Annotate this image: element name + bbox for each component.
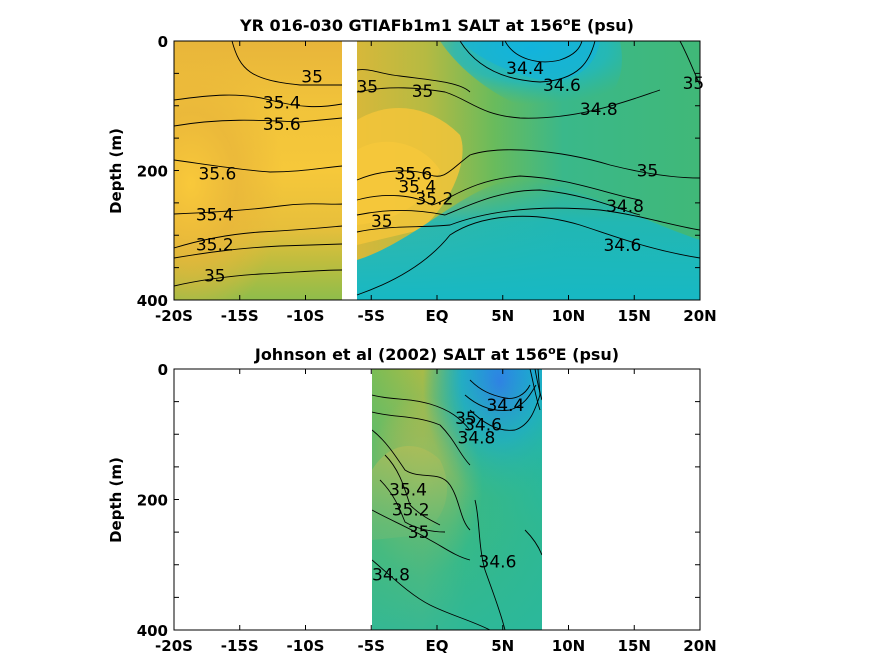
y-tick-label: 200 bbox=[137, 492, 168, 510]
x-tick-label: 5N bbox=[491, 637, 514, 655]
panel-2-field bbox=[372, 369, 542, 630]
contour-label: 35.4 bbox=[263, 94, 301, 114]
contour-label: 35.6 bbox=[394, 165, 432, 185]
panel-1-field bbox=[174, 41, 700, 300]
contour-label: 34.6 bbox=[543, 76, 581, 96]
contour-label: 34.6 bbox=[479, 552, 517, 572]
x-tick-label: 20N bbox=[683, 307, 716, 325]
contour-label: 35 bbox=[412, 82, 434, 102]
x-tick-label: -5S bbox=[358, 637, 385, 655]
contour-label: 35.4 bbox=[196, 206, 234, 226]
panel-1-title: YR 016-030 GTIAFb1m1 SALT at 156oE (psu) bbox=[239, 15, 634, 35]
contour-label: 35 bbox=[301, 68, 323, 88]
contour-label: 35.6 bbox=[263, 115, 301, 135]
panel-1-gap bbox=[342, 41, 357, 300]
contour-label: 34.8 bbox=[606, 197, 644, 217]
x-tick-label: -20S bbox=[155, 637, 193, 655]
y-tick-label: 0 bbox=[158, 361, 168, 379]
panel-2-y-axis: 0 200 400 bbox=[137, 361, 700, 640]
contour-label: 35.2 bbox=[196, 235, 234, 255]
x-tick-label: 20N bbox=[683, 637, 716, 655]
x-tick-label: 10N bbox=[552, 637, 585, 655]
y-tick-label: 400 bbox=[137, 292, 168, 310]
contour-label: 34.8 bbox=[458, 429, 496, 449]
x-tick-label: EQ bbox=[426, 307, 449, 325]
contour-label: 35 bbox=[371, 212, 393, 232]
contour-label: 35 bbox=[683, 74, 705, 94]
x-tick-label: EQ bbox=[426, 637, 449, 655]
panel-2: Johnson et al (2002) SALT at 156oE (psu) bbox=[107, 344, 717, 655]
contour-label: 35.2 bbox=[392, 500, 430, 520]
x-tick-label: -5S bbox=[358, 307, 385, 325]
panel-1-y-axis: 0 200 400 bbox=[137, 33, 700, 310]
contour-label: 34.8 bbox=[580, 100, 618, 120]
contour-label: 35 bbox=[204, 266, 226, 286]
panel-1-contour-labels: 35 3535.435.635.635.435.235353535.635.435… bbox=[196, 59, 704, 286]
x-tick-label: -20S bbox=[155, 307, 193, 325]
contour-label: 34.4 bbox=[506, 59, 544, 79]
contour-label: 35 bbox=[455, 409, 477, 429]
panel-2-ylabel: Depth (m) bbox=[107, 457, 125, 543]
y-tick-label: 400 bbox=[137, 622, 168, 640]
panel-1: YR 016-030 GTIAFb1m1 SALT at 156oE (psu) bbox=[107, 15, 717, 325]
y-tick-label: 200 bbox=[137, 163, 168, 181]
panel-1-ylabel: Depth (m) bbox=[107, 128, 125, 214]
x-tick-label: -10S bbox=[287, 307, 325, 325]
panel-2-x-axis: -20S -15S -10S -5S EQ 5N 10N 15N 20N bbox=[155, 369, 717, 655]
contour-label: 35.4 bbox=[389, 481, 427, 501]
panel-1-x-axis: -20S -15S -10S -5S EQ 5N 10N 15N 20N bbox=[155, 41, 717, 325]
x-tick-label: 15N bbox=[618, 637, 651, 655]
x-tick-label: 5N bbox=[491, 307, 514, 325]
contour-label: 35 bbox=[356, 77, 378, 97]
contour-label: 35.6 bbox=[198, 165, 236, 185]
contour-label: 35 bbox=[637, 162, 659, 182]
contour-label: 34.8 bbox=[372, 566, 410, 586]
x-tick-label: 15N bbox=[618, 307, 651, 325]
contour-label: 35.2 bbox=[415, 189, 453, 209]
contour-label: 34.6 bbox=[464, 415, 502, 435]
contour-label: 35 bbox=[408, 523, 430, 543]
x-tick-label: -15S bbox=[221, 307, 259, 325]
x-tick-label: -10S bbox=[287, 637, 325, 655]
panel-2-title: Johnson et al (2002) SALT at 156oE (psu) bbox=[254, 344, 619, 364]
x-tick-label: 10N bbox=[552, 307, 585, 325]
y-tick-label: 0 bbox=[158, 33, 168, 51]
contour-label: 35.4 bbox=[398, 178, 436, 198]
contour-label: 34.6 bbox=[603, 236, 641, 256]
x-tick-label: -15S bbox=[221, 637, 259, 655]
contour-label: 34.4 bbox=[486, 396, 524, 416]
